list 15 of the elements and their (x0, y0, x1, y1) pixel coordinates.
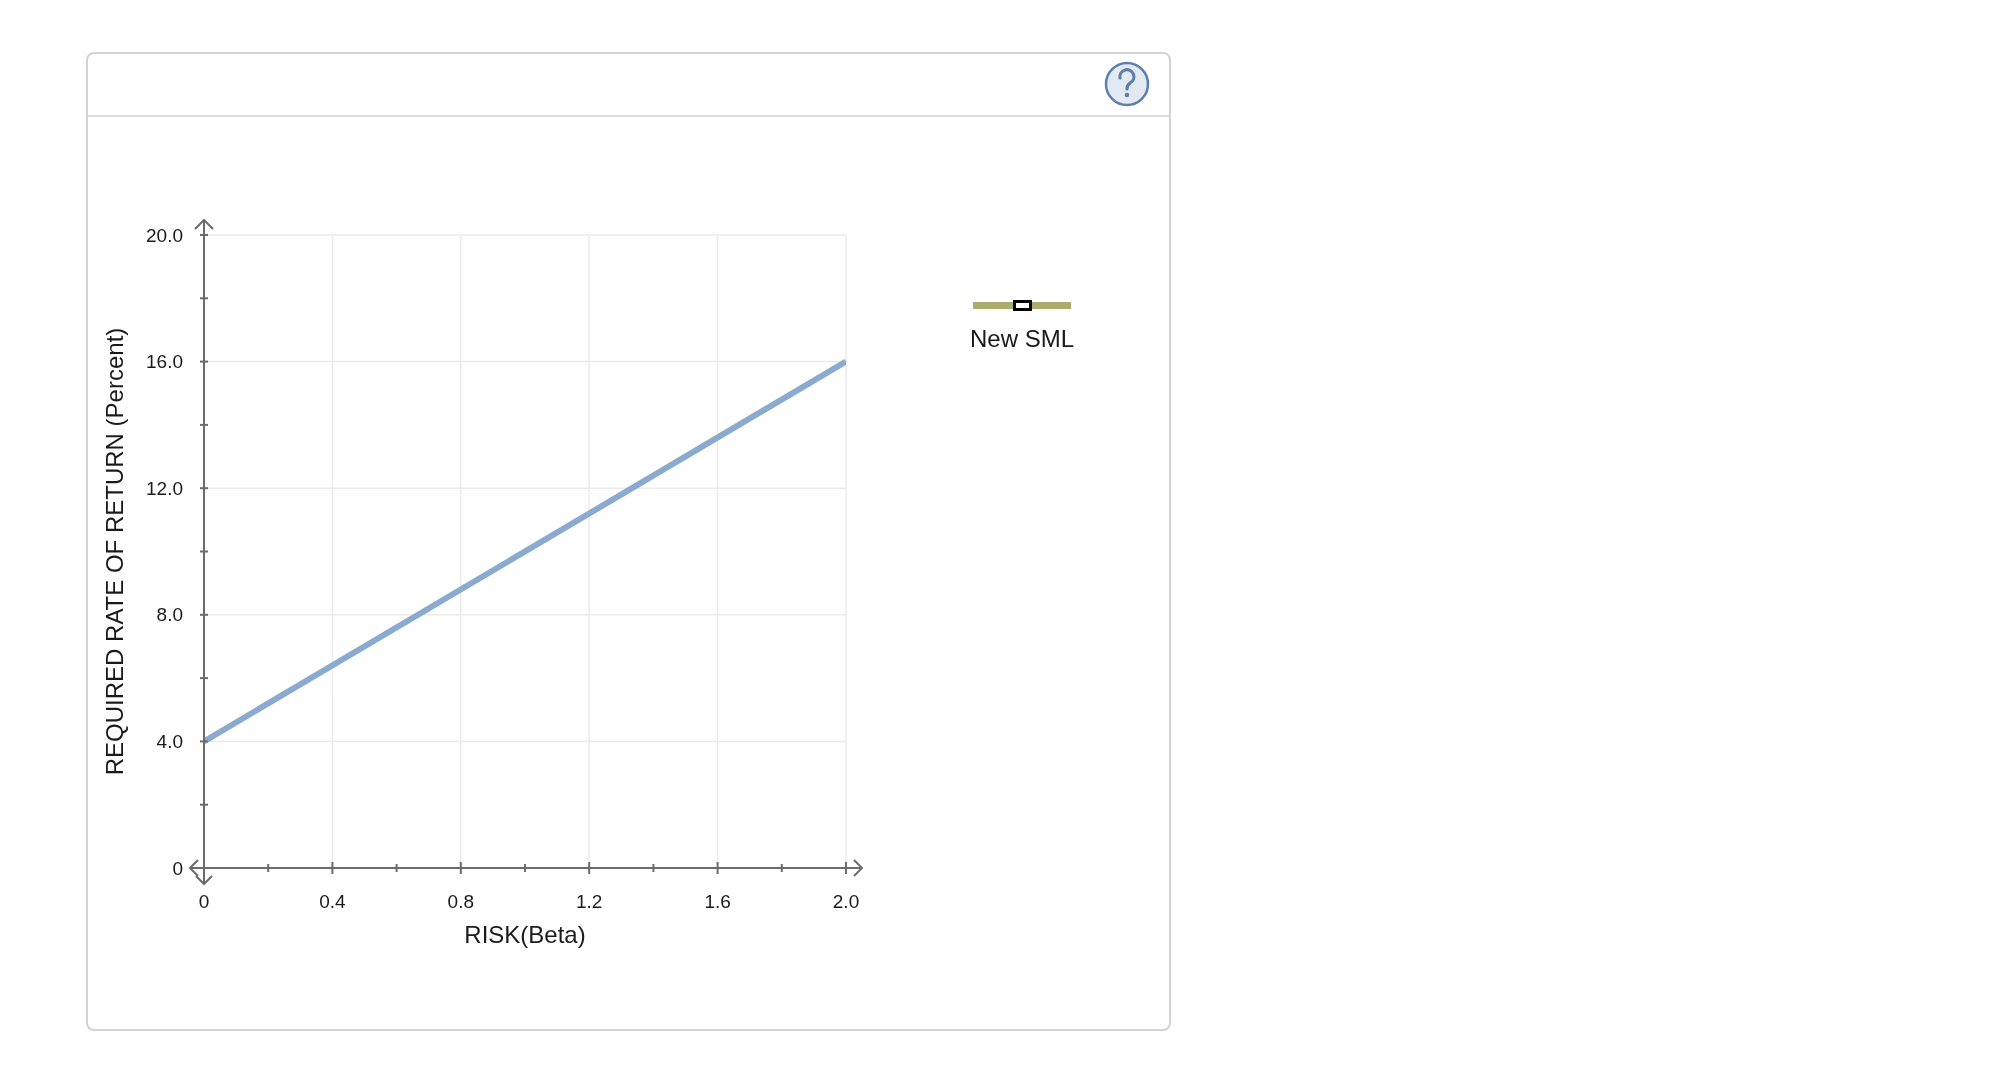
x-tick-label: 1.6 (704, 890, 731, 912)
x-tick-label: 0 (198, 890, 210, 912)
legend-label: New SML (969, 325, 1075, 353)
x-tick-label: 0.4 (319, 890, 347, 912)
y-axis-title: REQUIRED RATE OF RETURN (Percent) (101, 327, 129, 776)
y-tick-label: 4.0 (156, 731, 183, 753)
x-tick-label: 1.2 (575, 890, 603, 912)
y-tick-label: 12.0 (146, 477, 183, 499)
y-tick-label: 16.0 (146, 351, 183, 373)
x-tick-label: 0.8 (447, 890, 475, 912)
y-tick-label: 0 (172, 857, 183, 879)
y-tick-label: 20.0 (146, 224, 183, 246)
y-tick-label: 8.0 (156, 604, 183, 626)
x-axis-title: RISK(Beta) (464, 921, 586, 949)
x-tick-label: 2.0 (832, 890, 860, 912)
